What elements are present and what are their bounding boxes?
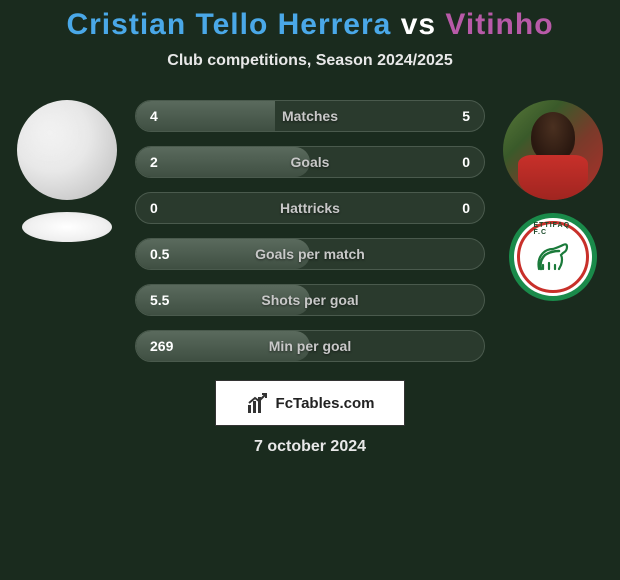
title-vs: vs bbox=[401, 8, 436, 41]
stat-value-left: 0 bbox=[150, 200, 158, 216]
stat-label: Matches bbox=[282, 108, 338, 124]
left-column bbox=[17, 100, 117, 242]
stat-row: 269 Min per goal bbox=[135, 330, 485, 362]
bar-left bbox=[136, 147, 310, 177]
horse-icon bbox=[533, 239, 573, 275]
title-player2: Vitinho bbox=[445, 8, 553, 41]
player1-club-logo bbox=[22, 212, 112, 242]
stat-value-left: 2 bbox=[150, 154, 158, 170]
player1-avatar bbox=[17, 100, 117, 200]
stat-label: Goals bbox=[291, 154, 330, 170]
infographic-container: Cristian Tello Herrera vs Vitinho Club c… bbox=[0, 0, 620, 456]
fctables-icon bbox=[246, 391, 270, 415]
club-badge: ETTIFAQ F.C bbox=[509, 213, 597, 301]
stat-value-left: 0.5 bbox=[150, 246, 169, 262]
page-title: Cristian Tello Herrera vs Vitinho bbox=[0, 8, 620, 42]
stat-label: Goals per match bbox=[255, 246, 365, 262]
stat-label: Hattricks bbox=[280, 200, 340, 216]
content-area: 4 Matches 5 2 Goals 0 0 Hattricks 0 0.5 Goals per … bbox=[0, 100, 620, 362]
right-column: ETTIFAQ F.C bbox=[503, 100, 603, 302]
footer-brand-text: FcTables.com bbox=[276, 395, 375, 412]
stat-value-right: 5 bbox=[462, 108, 470, 124]
player2-club-logo: ETTIFAQ F.C bbox=[503, 212, 603, 302]
stat-value-left: 4 bbox=[150, 108, 158, 124]
title-player1: Cristian Tello Herrera bbox=[66, 8, 391, 41]
stat-value-right: 0 bbox=[462, 154, 470, 170]
stats-rows: 4 Matches 5 2 Goals 0 0 Hattricks 0 0.5 Goals per … bbox=[135, 100, 485, 362]
stat-label: Shots per goal bbox=[261, 292, 358, 308]
subtitle: Club competitions, Season 2024/2025 bbox=[0, 52, 620, 70]
stat-row: 4 Matches 5 bbox=[135, 100, 485, 132]
player2-avatar bbox=[503, 100, 603, 200]
footer-brand-box: FcTables.com bbox=[215, 380, 405, 426]
date-text: 7 october 2024 bbox=[0, 438, 620, 456]
stat-value-left: 5.5 bbox=[150, 292, 169, 308]
stat-label: Min per goal bbox=[269, 338, 351, 354]
stat-row: 0.5 Goals per match bbox=[135, 238, 485, 270]
stat-row: 0 Hattricks 0 bbox=[135, 192, 485, 224]
club-badge-text: ETTIFAQ F.C bbox=[534, 222, 573, 236]
stat-value-left: 269 bbox=[150, 338, 173, 354]
stat-row: 2 Goals 0 bbox=[135, 146, 485, 178]
stat-value-right: 0 bbox=[462, 200, 470, 216]
stat-row: 5.5 Shots per goal bbox=[135, 284, 485, 316]
